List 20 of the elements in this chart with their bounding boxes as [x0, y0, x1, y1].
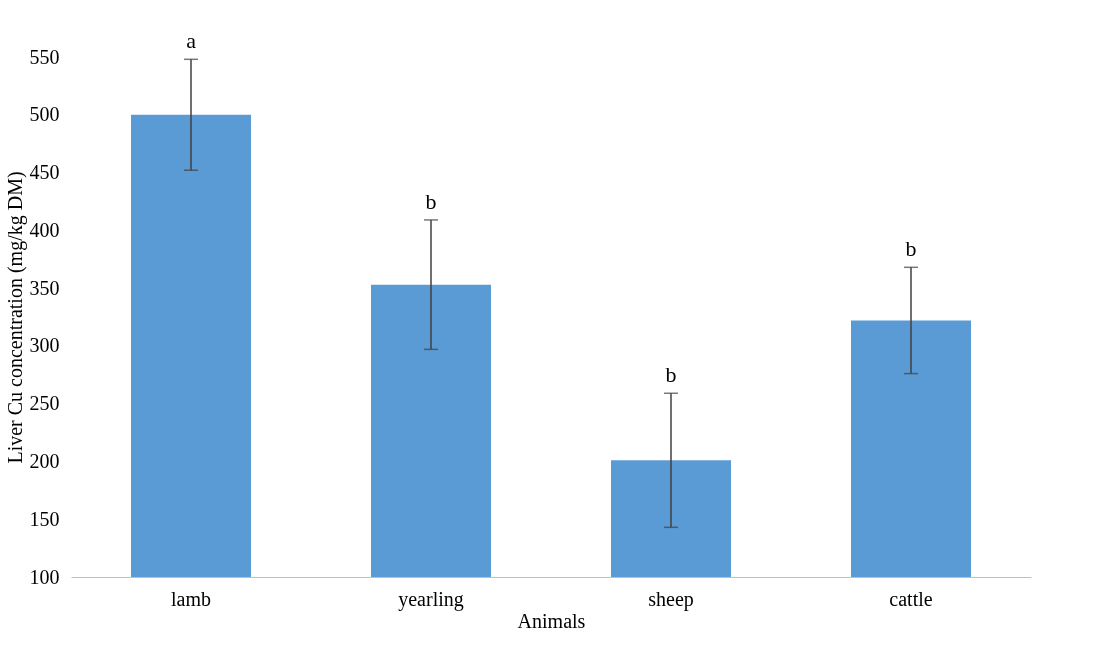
y-tick-label: 300 [29, 334, 60, 357]
annotation: a [186, 28, 197, 54]
y-tick-label: 450 [29, 161, 60, 184]
x-tick-label: cattle [889, 587, 933, 610]
y-axis-title: Liver Cu concentration (mg/kg DM) [3, 171, 27, 464]
x-tick-label: lamb [171, 587, 211, 610]
y-tick-label: 200 [29, 449, 60, 472]
x-tick-label: sheep [648, 587, 694, 611]
annotation: b [665, 362, 677, 388]
y-tick-label: 100 [29, 565, 60, 588]
y-tick-label: 250 [29, 392, 60, 415]
x-axis-title: Animals [517, 609, 586, 632]
y-tick-label: 500 [29, 103, 60, 126]
x-tick-label: yearling [398, 587, 464, 611]
y-tick-label: 150 [29, 507, 60, 530]
annotation: b [905, 236, 917, 262]
y-tick-label: 350 [29, 276, 60, 299]
y-tick-label: 400 [29, 218, 60, 241]
annotation: b [425, 188, 437, 214]
y-tick-label: 550 [29, 45, 60, 68]
